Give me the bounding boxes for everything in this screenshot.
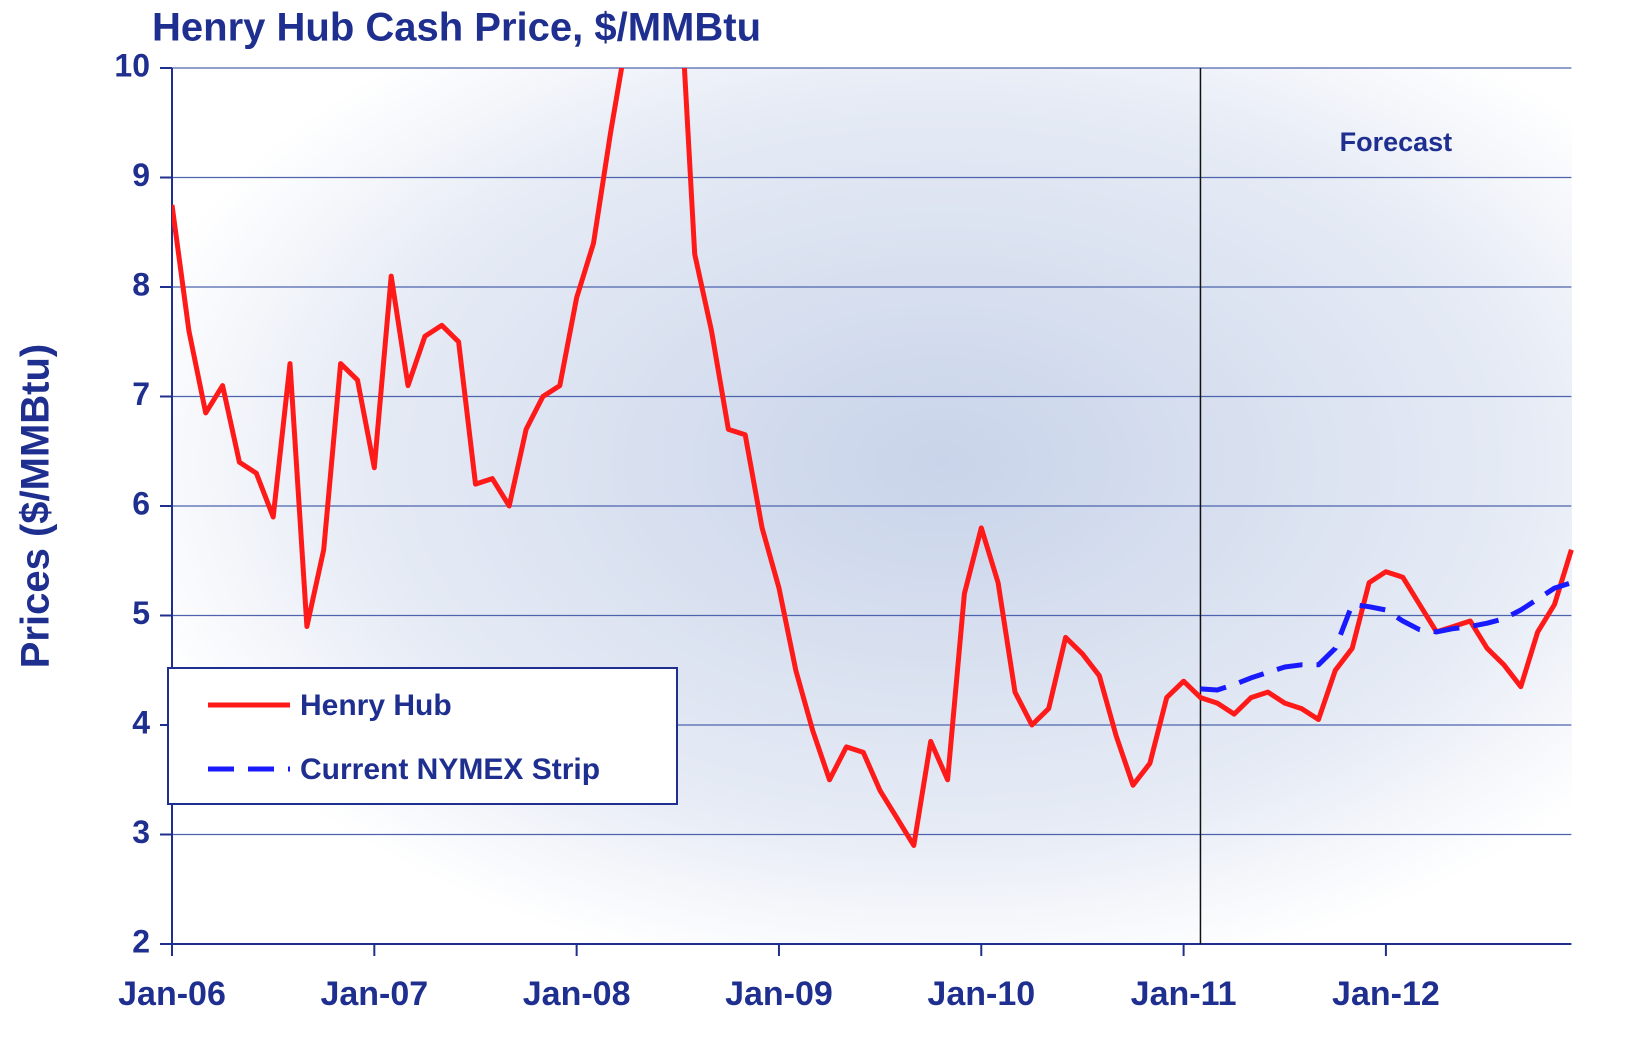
y-tick-label: 9 [132, 157, 150, 193]
series-line [172, 68, 1574, 848]
y-tick-label: 4 [132, 704, 150, 740]
x-tick-label: Jan-07 [320, 975, 428, 1013]
y-tick-label: 2 [132, 923, 150, 959]
series-line [1200, 580, 1573, 693]
forecast-label: Forecast [1340, 127, 1453, 157]
chart-title: Henry Hub Cash Price, $/MMBtu [152, 6, 761, 50]
x-tick-label: Jan-10 [927, 975, 1035, 1013]
y-tick-label: 3 [132, 814, 150, 850]
x-tick-label: Jan-12 [1332, 975, 1440, 1013]
x-tick-label: Jan-06 [118, 975, 226, 1013]
y-tick-label: 6 [132, 485, 150, 521]
legend-box [167, 667, 678, 805]
y-tick-label: 5 [132, 595, 150, 631]
y-tick-label: 7 [132, 376, 150, 412]
y-axis-title: Prices ($/MMBtu) [14, 344, 58, 669]
y-tick-label: 10 [114, 47, 150, 83]
x-tick-label: Jan-08 [523, 975, 631, 1013]
x-tick-label: Jan-11 [1131, 975, 1237, 1013]
x-tick-label: Jan-09 [725, 975, 833, 1013]
y-tick-label: 8 [132, 266, 150, 302]
legend-label: Current NYMEX Strip [300, 753, 600, 786]
legend-label: Henry Hub [300, 689, 452, 722]
